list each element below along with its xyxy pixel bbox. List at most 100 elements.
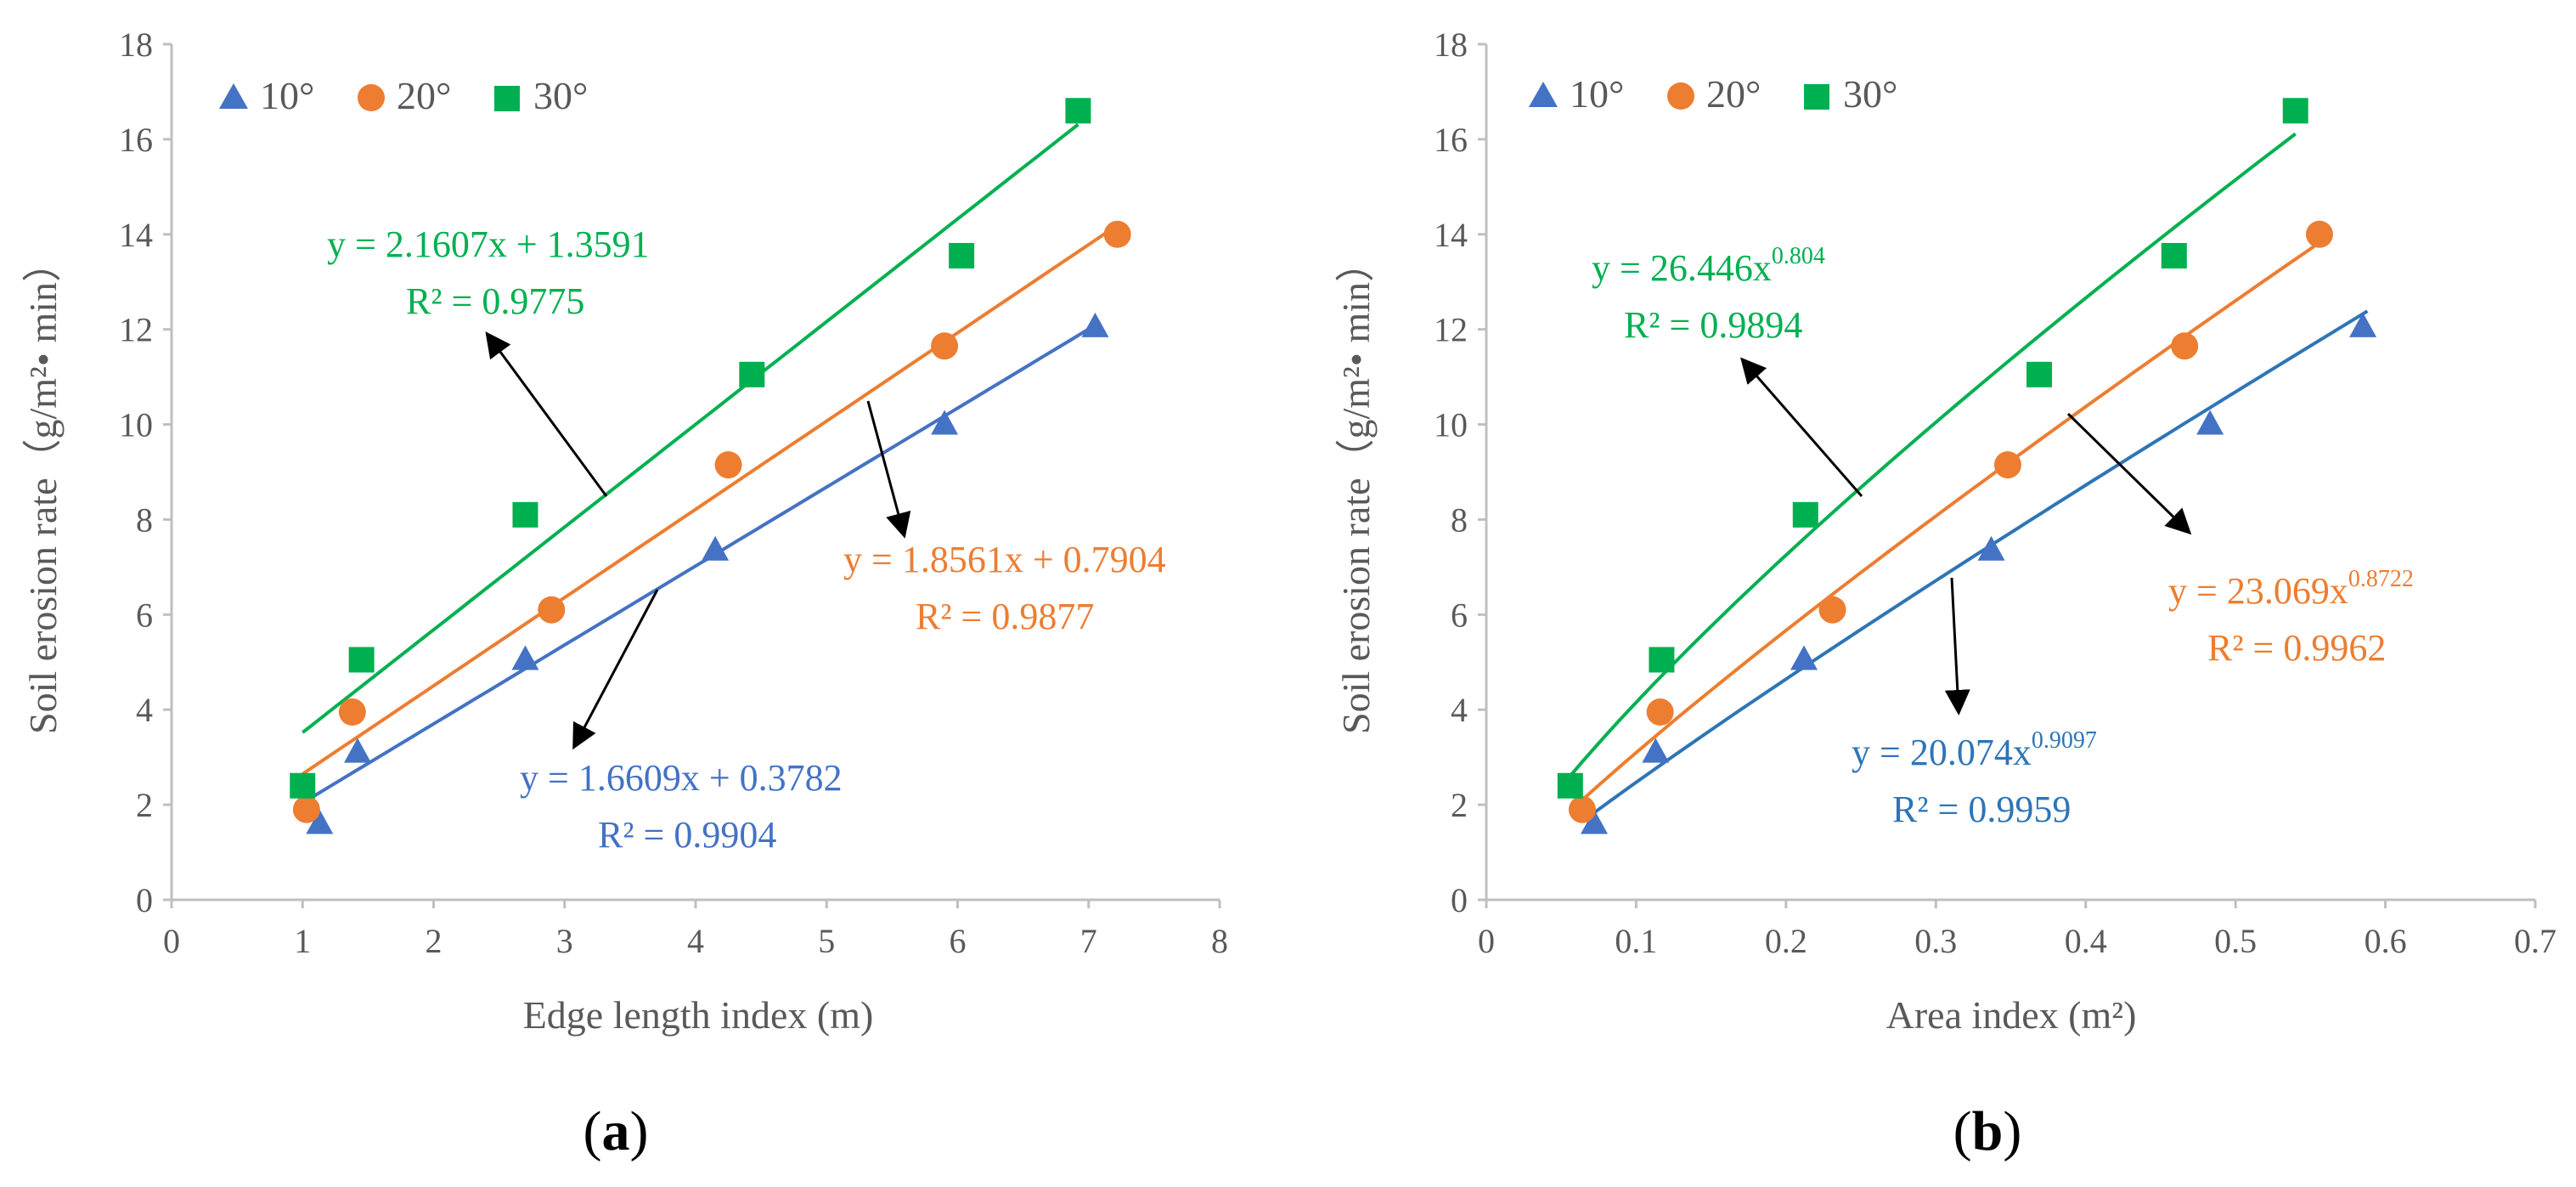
point-10-a — [306, 809, 334, 834]
equation-30-b-exp: 0.804 — [1772, 243, 1825, 269]
point-10-a — [931, 410, 959, 435]
legend-label-20-a: 20° — [397, 74, 451, 117]
x-axis-title-b: Area index (m²) — [1886, 993, 2137, 1037]
x-tick-label: 8 — [1211, 922, 1228, 960]
x-tick-label: 0.4 — [2065, 922, 2107, 960]
legend-label-10-a: 10° — [260, 74, 314, 117]
point-10-a — [702, 535, 730, 561]
point-30-a — [290, 772, 316, 799]
data-points-a — [290, 98, 1131, 834]
legend-label-30-b: 30° — [1843, 72, 1897, 116]
equation-10-b-base: y = 20.074x — [1852, 732, 2032, 773]
y-axis-title-b: Soil erosion rate（g/m²• min） — [1334, 243, 1378, 734]
axes-b — [1478, 42, 2537, 908]
point-20-b — [2305, 220, 2333, 248]
fit-line-30-b — [1569, 132, 2297, 777]
point-20-a — [538, 596, 566, 624]
y-tick-label: 2 — [136, 786, 153, 824]
x-tick-label: 5 — [818, 922, 835, 960]
panel-label-a-letter: a — [602, 1100, 630, 1162]
point-30-b — [2161, 242, 2187, 268]
arrow-30-a — [485, 331, 608, 497]
chart-panel-b: 0 2 4 6 8 10 12 14 16 18 0 0.1 0.2 0.3 0.4 0.5 0.6 0.7 Ar… — [1334, 25, 2556, 1037]
r2-10-b: R² = 0.9959 — [1892, 789, 2071, 830]
x-tick-label: 0.5 — [2214, 922, 2257, 960]
arrow-30-b — [1740, 357, 1863, 497]
fit-lines-a — [302, 122, 1119, 805]
y-tick-label: 14 — [1434, 216, 1468, 254]
y-tick-label: 14 — [119, 216, 153, 254]
legend-marker-30-a — [494, 86, 520, 111]
legend-label-10-b: 10° — [1570, 72, 1624, 116]
point-30-a — [348, 647, 375, 673]
point-10-b — [1581, 809, 1609, 834]
axes-a — [163, 42, 1221, 908]
point-10-b — [1790, 645, 1818, 670]
y-tick-label: 6 — [136, 596, 153, 634]
arrow-20-b — [2066, 412, 2192, 535]
point-20-a — [292, 795, 320, 823]
arrow-10-b — [1944, 577, 1970, 715]
point-20-b — [1646, 698, 1674, 726]
point-30-b — [1792, 501, 1818, 528]
panel-label-b-close: ) — [2003, 1100, 2021, 1162]
point-30-a — [739, 361, 765, 387]
equation-10-b-exp: 0.9097 — [2032, 727, 2097, 754]
equation-30-b-base: y = 26.446x — [1592, 247, 1772, 289]
fit-line-10-a — [302, 324, 1096, 805]
data-points-b — [1557, 98, 2377, 834]
x-tick-label: 4 — [687, 922, 704, 960]
x-tick-label: 7 — [1080, 922, 1097, 960]
r2-30-b: R² = 0.9894 — [1624, 304, 1802, 346]
panel-label-b-open: ( — [1953, 1100, 1972, 1162]
point-20-b — [2171, 332, 2199, 360]
equation-30-b: y = 26.446x0.804 — [1592, 243, 1825, 289]
legend-marker-30-b — [1804, 84, 1829, 110]
panel-label-b-letter: b — [1972, 1100, 2004, 1162]
x-tick-label: 0 — [1478, 922, 1495, 960]
y-tick-label: 0 — [136, 881, 153, 919]
panel-label-a-close: ) — [630, 1100, 649, 1162]
point-20-b — [1568, 795, 1596, 823]
legend-marker-10-b — [1529, 82, 1558, 107]
y-tick-label: 8 — [1451, 500, 1468, 539]
y-tick-label: 12 — [119, 311, 153, 349]
x-tick-label: 1 — [294, 922, 311, 960]
fit-lines-b — [1569, 132, 2369, 822]
point-30-b — [2282, 98, 2308, 124]
point-30-a — [1065, 98, 1091, 124]
r2-10-a: R² = 0.9904 — [598, 814, 776, 856]
x-tick-label: 6 — [950, 922, 967, 960]
point-10-b — [2196, 410, 2224, 435]
point-30-b — [2026, 361, 2053, 387]
equation-20-b-base: y = 23.069x — [2168, 570, 2348, 612]
panel-label-a: (a) — [583, 1100, 649, 1162]
fit-line-30-a — [302, 122, 1079, 734]
equation-20-b-exp: 0.8722 — [2348, 566, 2414, 592]
x-tick-label: 3 — [556, 922, 573, 960]
point-30-b — [1649, 647, 1675, 673]
legend-a: 10° 20° 30° — [219, 74, 588, 117]
y-tick-label: 16 — [1434, 121, 1468, 159]
y-tick-label: 18 — [1434, 25, 1468, 64]
y-axis-title-a: Soil erosion rate（g/m²• min） — [21, 243, 65, 734]
point-10-a — [511, 645, 539, 670]
legend-marker-10-a — [219, 83, 248, 109]
legend-b: 10° 20° 30° — [1529, 72, 1897, 116]
arrow-10-a — [572, 589, 659, 750]
equation-10-a: y = 1.6609x + 0.3782 — [520, 757, 843, 799]
x-tick-label: 2 — [426, 922, 442, 960]
r2-30-a: R² = 0.9775 — [406, 280, 584, 322]
x-tick-label: 0 — [163, 922, 180, 960]
x-tick-label: 0.3 — [1914, 922, 1957, 960]
r2-20-b: R² = 0.9962 — [2207, 627, 2386, 669]
arrow-20-a — [866, 400, 911, 539]
y-tick-label: 10 — [119, 406, 153, 444]
y-tick-label: 6 — [1451, 596, 1468, 634]
x-axis-title-a: Edge length index (m) — [523, 993, 874, 1037]
fit-line-20-b — [1575, 240, 2321, 807]
point-30-b — [1557, 772, 1583, 799]
